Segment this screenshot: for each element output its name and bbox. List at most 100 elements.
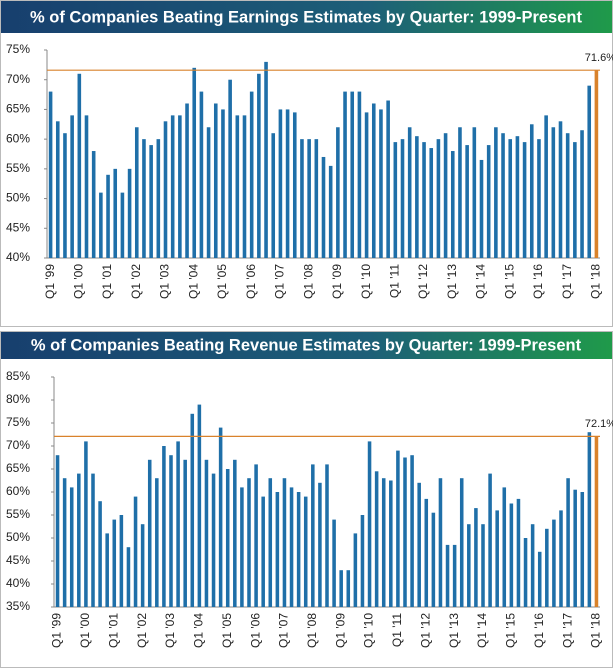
bar [379,109,383,258]
bar [445,544,450,607]
bar [501,133,505,258]
bar [303,496,308,607]
bar [91,473,95,607]
bar [282,478,287,607]
bar [508,139,513,258]
bar [77,473,81,607]
x-tick-label: Q1 '17 [560,264,574,299]
bar [544,115,548,258]
bar [218,427,223,607]
bar [242,115,247,258]
bar [106,174,110,258]
bar [99,192,103,258]
bar [474,508,478,607]
bar [142,139,146,258]
bar [389,480,393,607]
bar [551,127,556,258]
x-tick-label: Q1 '15 [504,613,518,648]
x-tick-label: Q1 '15 [502,264,516,299]
bar [403,457,407,607]
x-tick-label: Q1 '10 [359,264,373,299]
bar [537,551,542,607]
x-tick-label: Q1 '00 [78,613,92,648]
bar [350,91,355,258]
bar [70,115,74,258]
y-tick-label: 40% [6,576,30,590]
x-tick-label: Q1 '07 [273,264,287,299]
title-banner [1,1,612,33]
bar [328,165,333,258]
y-tick-label: 40% [6,250,30,264]
x-tick-label: Q1 '16 [531,264,545,299]
bar [204,459,209,607]
y-tick-label: 60% [6,484,30,498]
bar [495,510,499,607]
bar [386,100,390,258]
bar [271,133,276,258]
y-tick-label: 45% [6,220,30,234]
bar [367,441,372,607]
y-tick-label: 85% [6,369,30,383]
bar [422,142,426,258]
x-tick-label: Q1 '00 [71,264,85,299]
bar [91,151,96,258]
y-tick-label: 75% [6,42,30,56]
x-tick-label: Q1 '03 [158,264,172,299]
x-tick-label: Q1 '06 [244,264,258,299]
x-tick-label: Q1 '09 [330,264,344,299]
bar [472,127,477,258]
bar [410,455,414,607]
bar [178,115,182,258]
x-tick-label: Q1 '11 [390,613,404,647]
x-tick-label: Q1 '12 [418,613,432,648]
x-tick-label: Q1 '05 [215,264,229,299]
bar [339,570,343,607]
bar [119,515,124,607]
bar [48,91,53,258]
bar [343,91,347,258]
bar [261,496,265,607]
bar [307,139,311,258]
x-tick-label: Q1 '13 [445,264,459,299]
bar [400,139,405,258]
bar [559,510,563,607]
bar [580,492,585,607]
x-tick-label: Q1 '99 [50,613,64,648]
bar [381,478,386,607]
bar [268,478,273,607]
x-tick-label: Q1 '17 [560,613,574,648]
bar [254,464,258,607]
bar [162,446,166,607]
x-tick-label: Q1 '13 [447,613,461,648]
bar [467,524,471,607]
x-tick-label: Q1 '12 [416,264,430,299]
x-tick-label: Q1 '16 [532,613,546,648]
bar [84,441,88,607]
bar [332,519,336,607]
x-tick-label: Q1 '01 [106,613,120,648]
bar [438,478,443,607]
bar [126,547,131,607]
bar [431,512,436,607]
bar [364,112,369,259]
bar [197,404,202,607]
x-tick-label: Q1 '03 [163,613,177,648]
bar [149,145,153,258]
bar [140,524,145,607]
bar [311,464,315,607]
bar [314,139,319,258]
x-tick-label: Q1 '07 [277,613,291,648]
bar [247,478,251,607]
bar [183,459,187,607]
bar [278,109,283,258]
bar [240,487,244,607]
bar [429,148,434,258]
bar [62,478,67,607]
x-tick-label: Q1 '99 [43,264,57,299]
y-tick-label: 55% [6,507,30,521]
bar [594,70,599,258]
y-tick-label: 65% [6,102,30,116]
bar [275,492,280,607]
bar [424,498,429,607]
bar [69,487,74,607]
